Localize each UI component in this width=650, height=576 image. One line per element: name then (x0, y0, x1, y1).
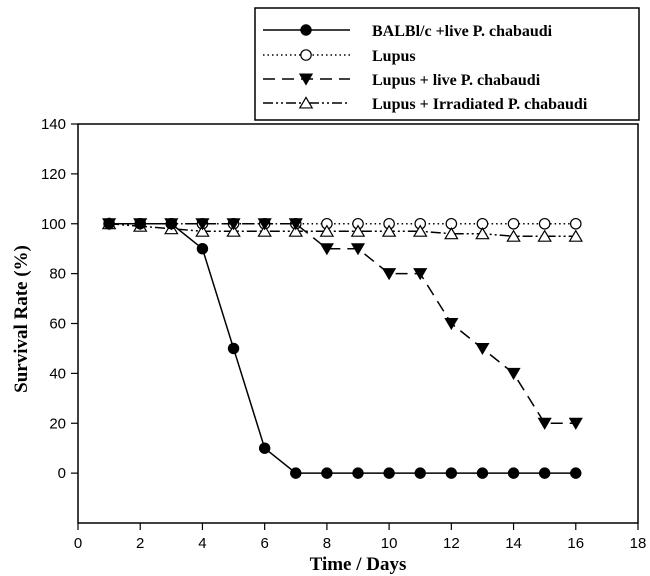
y-tick-label: 20 (49, 415, 66, 432)
series-3 (102, 218, 583, 430)
data-point (476, 467, 489, 479)
x-axis-title: Time / Days (310, 554, 407, 575)
data-point (538, 217, 551, 230)
data-point (288, 224, 304, 237)
series-line (109, 223, 576, 424)
y-tick-label: 140 (41, 116, 66, 133)
series-4 (101, 216, 584, 242)
data-point (383, 467, 395, 479)
data-point (288, 218, 303, 231)
y-tick-label: 80 (49, 266, 66, 283)
data-point (350, 243, 366, 256)
legend-label: Lupus + live P. chabaudi (372, 72, 541, 89)
x-tick-label: 18 (630, 535, 647, 552)
legend-box (254, 7, 640, 121)
plot-area: 0 2 4 6 8 10 12 14 16 18 0 20 40 60 80 100 120 140 (41, 116, 646, 552)
x-tick-label: 4 (198, 535, 206, 552)
y-tick-label: 120 (41, 166, 66, 183)
x-tick-label: 2 (136, 535, 144, 552)
data-point (196, 242, 209, 255)
data-point (226, 224, 241, 237)
series-line (109, 223, 576, 474)
x-tick-label: 10 (381, 535, 398, 552)
series-line (109, 223, 576, 237)
y-tick-label: 100 (41, 216, 66, 233)
data-point (195, 218, 210, 231)
data-point (258, 442, 271, 454)
data-point (319, 243, 334, 256)
y-axis-title: Survival Rate (%) (11, 245, 32, 393)
data-point (506, 229, 521, 242)
y-tick-label: 0 (58, 465, 66, 482)
data-point (569, 217, 582, 230)
x-tick-label: 0 (74, 535, 82, 552)
data-point (507, 217, 520, 230)
data-point (568, 417, 583, 430)
data-point (444, 226, 459, 240)
legend-marker (300, 49, 312, 61)
x-tick-label: 8 (323, 535, 331, 552)
data-point (165, 218, 178, 230)
x-tick-label: 12 (443, 535, 460, 552)
series-1 (103, 218, 582, 479)
data-point (382, 268, 397, 281)
x-tick-label: 14 (505, 535, 522, 552)
data-point (570, 467, 582, 479)
data-point (226, 218, 241, 231)
data-point (321, 467, 333, 479)
legend-label: Lupus (372, 48, 416, 65)
legend-label: Lupus + Irradiated P. chabaudi (372, 96, 588, 113)
data-point (412, 224, 428, 237)
data-point (537, 229, 552, 242)
data-point (507, 467, 520, 479)
data-point (568, 229, 584, 242)
data-point (475, 342, 490, 356)
legend-marker (300, 24, 312, 36)
data-point (350, 224, 366, 237)
data-point (414, 467, 426, 479)
data-point (227, 342, 240, 355)
data-point (506, 367, 521, 380)
legend-marker (298, 73, 314, 86)
data-point (538, 467, 551, 479)
data-point (257, 224, 272, 237)
x-tick-label: 16 (567, 535, 584, 552)
data-point (257, 218, 272, 231)
data-point (445, 467, 458, 479)
data-point (319, 224, 335, 237)
legend-label: BALBl/c +live P. chabaudi (372, 23, 553, 40)
data-point (352, 467, 364, 479)
data-point (134, 218, 146, 230)
data-point (381, 224, 397, 237)
plot-frame (77, 123, 639, 524)
y-tick-label: 40 (49, 365, 66, 382)
legend-marker (298, 96, 314, 109)
data-point (475, 226, 490, 240)
series-layer (101, 216, 584, 479)
data-point (103, 218, 115, 230)
data-point (290, 467, 302, 479)
data-point (195, 224, 210, 237)
x-tick-label: 6 (260, 535, 268, 552)
legend: BALBl/c +live P. chabaudi Lupus Lupus + li… (254, 7, 640, 121)
data-point (413, 268, 428, 281)
data-point (537, 417, 552, 430)
y-tick-label: 60 (49, 316, 66, 333)
data-point (444, 318, 459, 331)
